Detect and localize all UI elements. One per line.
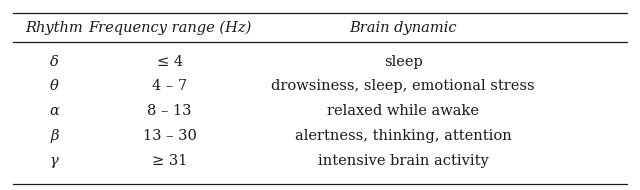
Text: intensive brain activity: intensive brain activity	[318, 154, 488, 168]
Text: θ: θ	[50, 79, 59, 93]
Text: ≥ 31: ≥ 31	[152, 154, 188, 168]
Text: relaxed while awake: relaxed while awake	[327, 104, 479, 118]
Text: δ: δ	[50, 55, 59, 69]
Text: drowsiness, sleep, emotional stress: drowsiness, sleep, emotional stress	[271, 79, 535, 93]
Text: Frequency range (Hz): Frequency range (Hz)	[88, 20, 252, 35]
Text: 13 – 30: 13 – 30	[143, 129, 196, 143]
Text: α: α	[49, 104, 60, 118]
Text: γ: γ	[50, 154, 59, 168]
Text: alertness, thinking, attention: alertness, thinking, attention	[295, 129, 511, 143]
Text: sleep: sleep	[384, 55, 422, 69]
Text: 8 – 13: 8 – 13	[147, 104, 192, 118]
Text: β: β	[50, 129, 59, 143]
Text: Brain dynamic: Brain dynamic	[349, 21, 457, 35]
Text: Rhythm: Rhythm	[26, 21, 83, 35]
Text: ≤ 4: ≤ 4	[157, 55, 182, 69]
Text: 4 – 7: 4 – 7	[152, 79, 187, 93]
